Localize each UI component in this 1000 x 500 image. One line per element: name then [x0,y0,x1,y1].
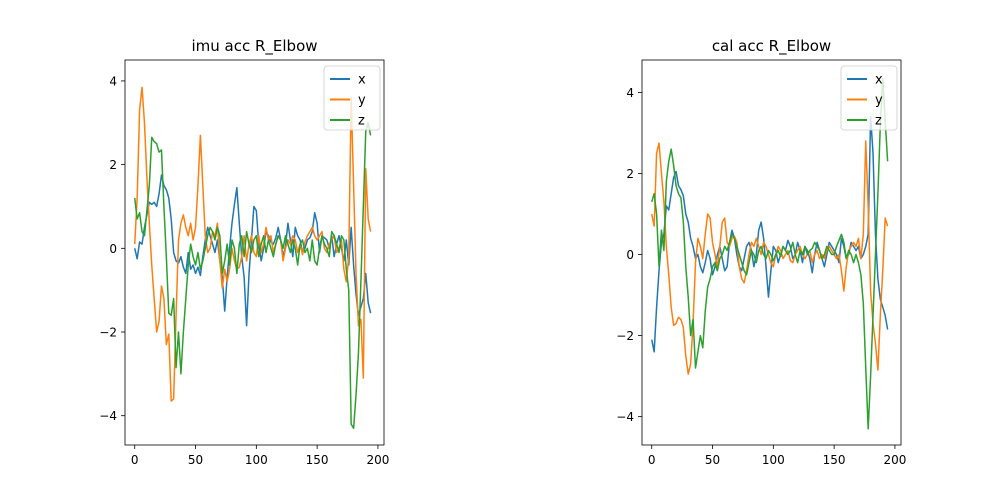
series-group [650,77,889,430]
legend-label-x: x [875,73,883,88]
axes-frame [124,59,385,446]
chart-panel-imu: imu acc R_Elbow 0 50 100 150 200 −4 −2 0 2 4 xyz [99,37,389,467]
x-tick-label: 50 [188,453,203,467]
chart-title: cal acc R_Elbow [712,37,831,56]
series-line-x [133,174,372,327]
x-tick-label: 0 [131,453,139,467]
legend-label-z: z [875,114,882,129]
legend-label-y: y [875,93,883,108]
x-tick-label: 200 [883,453,906,467]
y-tick-label: −2 [616,329,634,343]
y-tick-label: 2 [626,167,634,181]
x-tick-label: 200 [366,453,389,467]
legend-label-x: x [358,73,366,88]
legend: xyz [840,65,898,131]
y-tick-label: −4 [99,409,117,423]
series-group [133,86,372,430]
x-tick-label: 0 [648,453,656,467]
series-line-z [651,77,889,430]
x-tick-label: 150 [823,453,846,467]
legend: xyz [323,65,381,131]
y-tick-label: 4 [109,74,117,88]
y-tick-label: 0 [109,242,117,256]
chart-panel-cal: cal acc R_Elbow 0 50 100 150 200 −4 −2 0 2 4 xyz [616,37,906,467]
x-tick-label: 100 [245,453,268,467]
x-tick-label: 50 [705,453,720,467]
legend-label-y: y [358,93,366,108]
y-tick-label: 0 [626,248,634,262]
x-tick-label: 150 [306,453,329,467]
y-tick-label: 4 [626,86,634,100]
legend-box [840,65,898,131]
y-tick-label: −4 [616,410,634,424]
series-line-z [133,122,372,430]
legend-box [323,65,381,131]
x-tick-label: 100 [762,453,785,467]
y-tick-label: −2 [99,326,117,340]
y-tick-label: 2 [109,158,117,172]
chart-title: imu acc R_Elbow [191,37,317,56]
legend-label-z: z [358,114,365,129]
series-line-x [650,115,889,353]
axes-frame [641,59,902,446]
